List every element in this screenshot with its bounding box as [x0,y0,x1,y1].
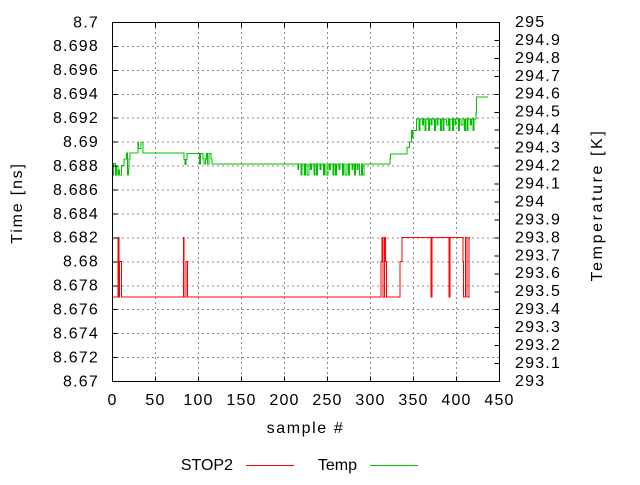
svg-text:8.7: 8.7 [73,14,99,31]
svg-text:294.8: 294.8 [515,50,561,67]
svg-text:8.674: 8.674 [53,325,99,342]
svg-text:293.5: 293.5 [515,283,561,300]
svg-text:0: 0 [107,392,117,409]
svg-text:8.67: 8.67 [63,373,99,390]
svg-text:400: 400 [441,392,471,409]
svg-text:Temp: Temp [318,457,357,474]
svg-text:8.696: 8.696 [53,62,99,79]
svg-text:294.4: 294.4 [515,122,561,139]
svg-text:8.678: 8.678 [53,278,99,295]
svg-text:295: 295 [515,14,545,31]
svg-text:200: 200 [269,392,299,409]
svg-text:8.692: 8.692 [53,110,99,127]
svg-text:294.7: 294.7 [515,68,561,85]
svg-text:8.68: 8.68 [63,254,99,271]
svg-text:8.694: 8.694 [53,86,99,103]
svg-text:150: 150 [226,392,256,409]
svg-text:sample #: sample # [267,420,345,437]
svg-text:293.2: 293.2 [515,337,561,354]
svg-text:Time [ns]: Time [ns] [9,162,26,243]
svg-text:293.7: 293.7 [515,247,561,264]
svg-text:293.3: 293.3 [515,319,561,336]
svg-text:350: 350 [398,392,428,409]
svg-text:50: 50 [145,392,165,409]
svg-text:294.2: 294.2 [515,158,561,175]
svg-text:294.3: 294.3 [515,140,561,157]
svg-text:294.1: 294.1 [515,175,561,192]
svg-text:100: 100 [183,392,213,409]
svg-text:293.9: 293.9 [515,211,561,228]
svg-text:Temperature [K]: Temperature [K] [589,129,606,282]
svg-text:293.4: 293.4 [515,301,561,318]
svg-text:294: 294 [515,193,545,210]
svg-text:300: 300 [355,392,385,409]
svg-text:293.6: 293.6 [515,265,561,282]
svg-text:8.686: 8.686 [53,182,99,199]
svg-text:450: 450 [484,392,514,409]
svg-text:8.676: 8.676 [53,301,99,318]
svg-text:293: 293 [515,373,545,390]
svg-text:8.69: 8.69 [63,134,99,151]
svg-text:293.8: 293.8 [515,229,561,246]
svg-text:294.9: 294.9 [515,32,561,49]
svg-text:8.672: 8.672 [53,349,99,366]
svg-text:8.682: 8.682 [53,230,99,247]
svg-text:8.684: 8.684 [53,206,99,223]
svg-text:8.688: 8.688 [53,158,99,175]
svg-text:293.1: 293.1 [515,355,561,372]
svg-text:250: 250 [312,392,342,409]
svg-text:8.698: 8.698 [53,38,99,55]
svg-text:STOP2: STOP2 [181,457,233,474]
svg-text:294.5: 294.5 [515,104,561,121]
svg-text:294.6: 294.6 [515,86,561,103]
